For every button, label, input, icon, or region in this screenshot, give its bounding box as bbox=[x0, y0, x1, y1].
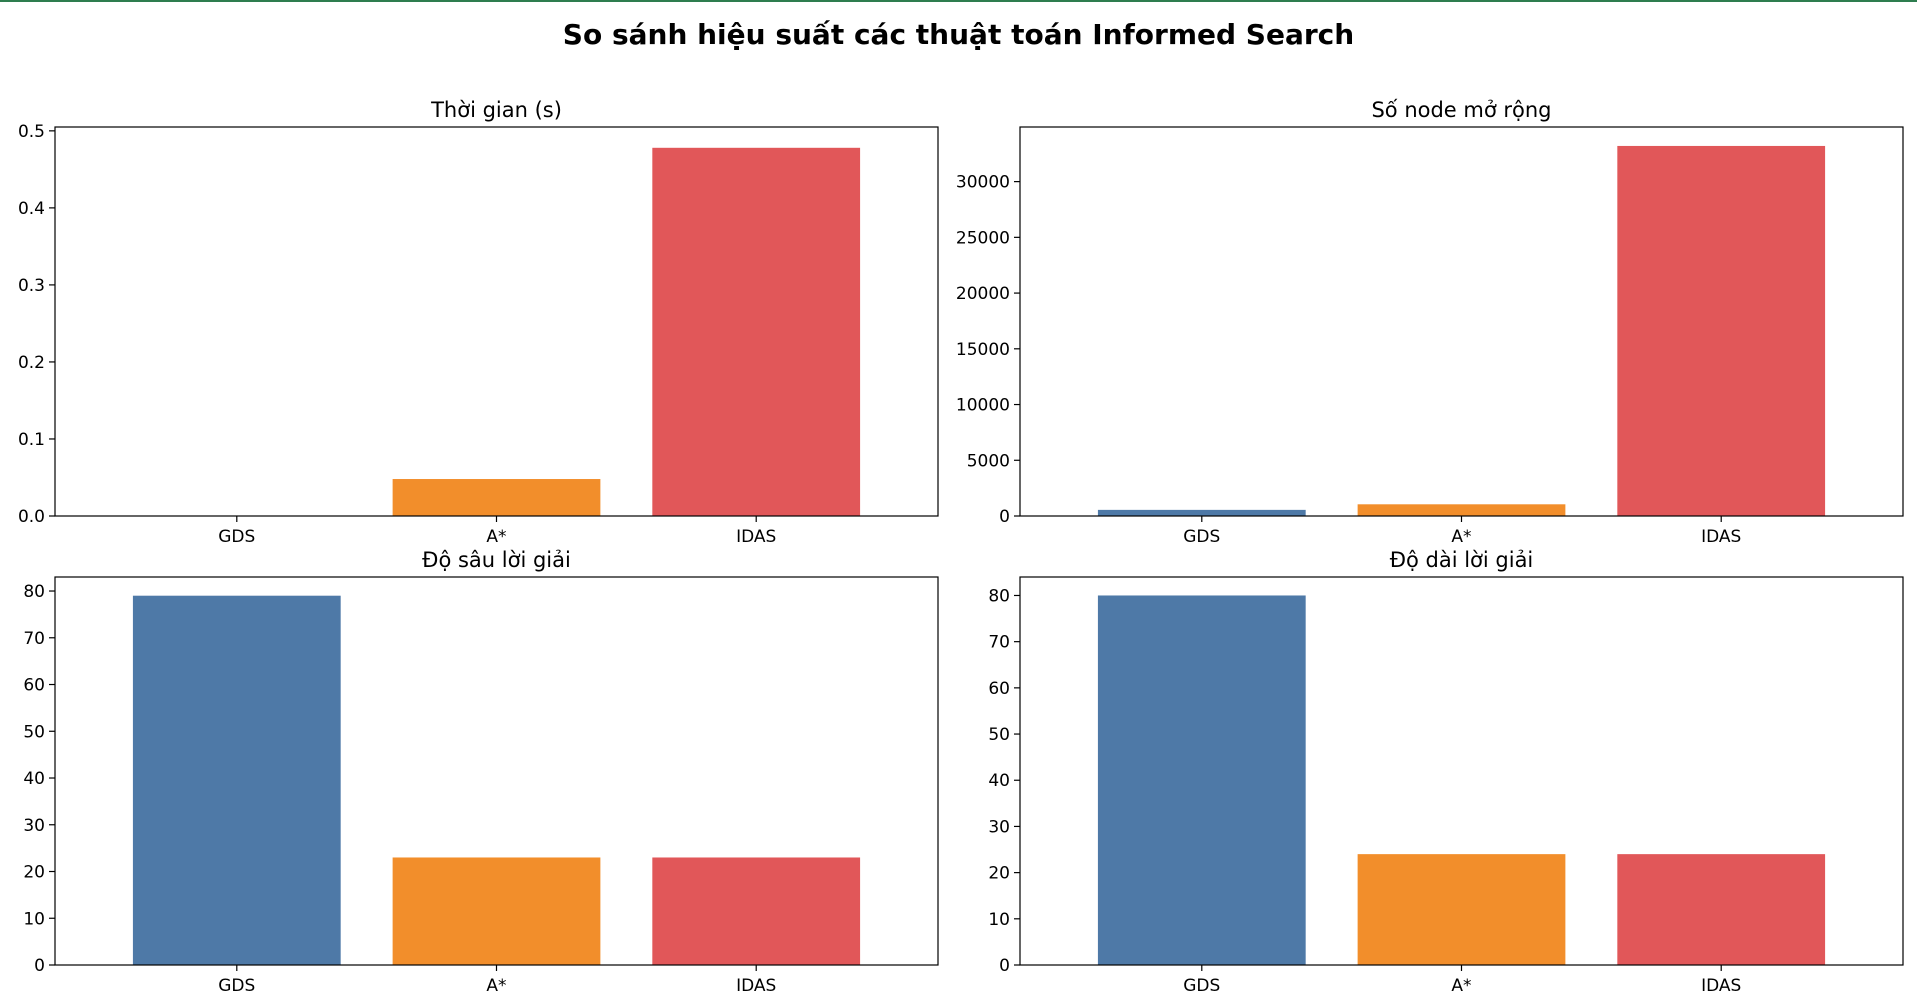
y-tick-label: 0.0 bbox=[18, 507, 45, 527]
panel-time: Thời gian (s) 0.0 0.1 0.2 0.3 0.4 0.5 GDS A* IDAS bbox=[18, 98, 939, 547]
bar-gds bbox=[1097, 509, 1306, 516]
y-tick-label: 0.1 bbox=[18, 430, 45, 450]
x-tick-label-gds: GDS bbox=[218, 976, 255, 996]
x-tick-label-idas: IDAS bbox=[1701, 976, 1741, 996]
bar-idas bbox=[1617, 854, 1826, 965]
panel-expanded-nodes: Số node mở rộng 0 5000 10000 15000 20000 25000… bbox=[956, 98, 1904, 547]
x-tick-label-idas: IDAS bbox=[736, 527, 776, 547]
y-tick-label: 20000 bbox=[956, 284, 1010, 304]
x-tick-label-gds: GDS bbox=[1183, 976, 1220, 996]
y-tick-label: 40 bbox=[23, 769, 45, 789]
bar-a-star bbox=[1357, 854, 1566, 965]
x-tick-label-a-star: A* bbox=[486, 527, 506, 547]
y-tick-label: 0 bbox=[999, 507, 1010, 527]
y-tick-label: 25000 bbox=[956, 228, 1010, 248]
y-tick-label: 30 bbox=[23, 816, 45, 836]
y-tick-label: 0.2 bbox=[18, 353, 45, 373]
y-tick-label: 50 bbox=[988, 725, 1010, 745]
panel-solution-length: Độ dài lời giải 0 10 20 30 40 50 60 70 80 GDS A* IDA… bbox=[988, 548, 1904, 996]
y-tick-label: 70 bbox=[988, 633, 1010, 653]
y-tick-label: 5000 bbox=[967, 451, 1010, 471]
y-tick-label: 80 bbox=[23, 582, 45, 602]
panel-solution-depth: Độ sâu lời giải 0 10 20 30 40 50 60 70 80 GDS A* IDA… bbox=[23, 548, 939, 996]
y-tick-label: 10000 bbox=[956, 396, 1010, 416]
bar-gds bbox=[1097, 595, 1306, 965]
x-tick-label-a-star: A* bbox=[486, 976, 506, 996]
y-tick-label: 10 bbox=[988, 910, 1010, 930]
y-tick-label: 10 bbox=[23, 909, 45, 929]
panel-title: Độ dài lời giải bbox=[1390, 548, 1534, 572]
figure-title: So sánh hiệu suất các thuật toán Informe… bbox=[562, 18, 1355, 51]
y-tick-label: 50 bbox=[23, 722, 45, 742]
y-tick-label: 40 bbox=[988, 771, 1010, 791]
bar-idas bbox=[1617, 145, 1826, 516]
bar-idas bbox=[652, 857, 861, 965]
x-tick-label-idas: IDAS bbox=[1701, 527, 1741, 547]
bar-a-star bbox=[392, 479, 601, 516]
panel-title: Thời gian (s) bbox=[430, 98, 562, 122]
y-tick-label: 70 bbox=[23, 629, 45, 649]
bar-idas bbox=[652, 147, 861, 516]
y-tick-label: 0 bbox=[999, 956, 1010, 976]
y-tick-label: 0.3 bbox=[18, 276, 45, 296]
x-tick-label-gds: GDS bbox=[1183, 527, 1220, 547]
top-border bbox=[0, 0, 1917, 2]
x-tick-label-a-star: A* bbox=[1451, 976, 1471, 996]
panel-title: Số node mở rộng bbox=[1371, 98, 1551, 122]
y-tick-label: 80 bbox=[988, 586, 1010, 606]
x-tick-label-a-star: A* bbox=[1451, 527, 1471, 547]
bar-a-star bbox=[1357, 504, 1566, 516]
bar-gds bbox=[132, 595, 341, 965]
x-tick-label-gds: GDS bbox=[218, 527, 255, 547]
y-tick-label: 15000 bbox=[956, 340, 1010, 360]
y-tick-label: 0 bbox=[34, 956, 45, 976]
y-tick-label: 0.5 bbox=[18, 122, 45, 142]
bar-a-star bbox=[392, 857, 601, 965]
y-tick-label: 0.4 bbox=[18, 199, 45, 219]
x-tick-label-idas: IDAS bbox=[736, 976, 776, 996]
y-tick-label: 20 bbox=[988, 864, 1010, 884]
y-tick-label: 60 bbox=[988, 679, 1010, 699]
y-tick-label: 60 bbox=[23, 676, 45, 696]
y-tick-label: 30 bbox=[988, 817, 1010, 837]
panel-title: Độ sâu lời giải bbox=[422, 548, 571, 572]
y-tick-label: 20 bbox=[23, 863, 45, 883]
y-tick-label: 30000 bbox=[956, 173, 1010, 193]
